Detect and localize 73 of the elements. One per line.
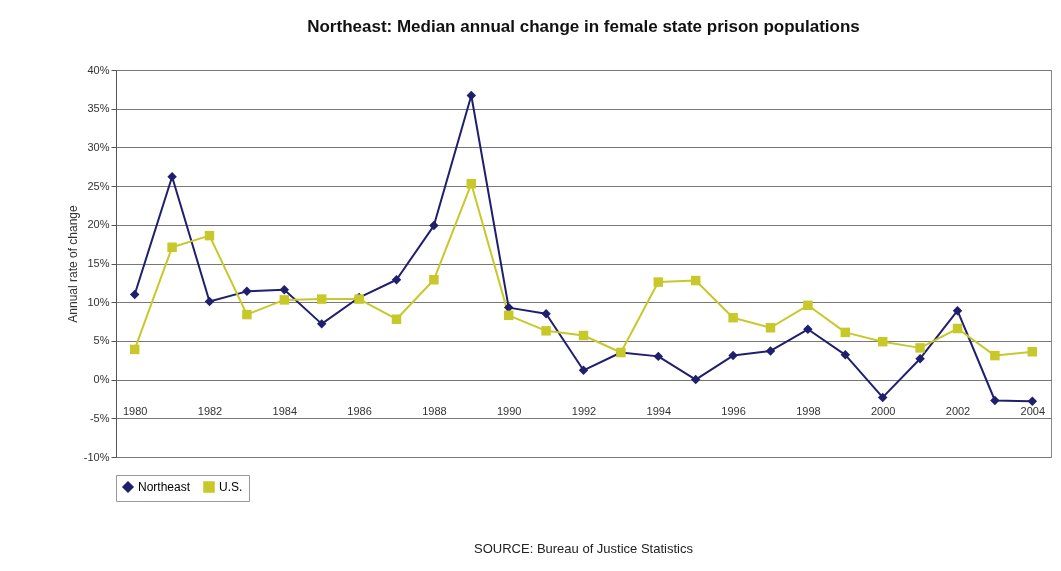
point: [541, 326, 551, 336]
y-tick-label: 30%: [87, 140, 110, 153]
y-tick-label: 0%: [93, 373, 110, 386]
point: [279, 285, 290, 295]
point: [840, 350, 851, 360]
point: [242, 309, 252, 320]
x-tick-label: 1984: [272, 405, 298, 418]
point: [690, 374, 701, 385]
point: [279, 295, 290, 305]
y-tick-label: 25%: [87, 179, 110, 192]
point: [503, 310, 514, 321]
point: [915, 353, 925, 364]
point: [129, 344, 140, 355]
point: [316, 319, 327, 329]
point: [728, 312, 738, 323]
point: [728, 350, 738, 361]
point: [167, 242, 177, 252]
point: [990, 350, 1000, 361]
y-tick-label: -10%: [83, 450, 110, 463]
point: [653, 277, 664, 287]
point: [803, 324, 813, 335]
point: [990, 395, 1000, 406]
legend-label: Northeast: [138, 480, 191, 494]
point: [952, 305, 963, 316]
point: [316, 294, 327, 304]
y-tick-label: 40%: [87, 63, 110, 76]
point: [391, 314, 402, 324]
point: [129, 289, 140, 300]
x-tick-label: 1980: [122, 405, 148, 418]
x-tick-label: 1994: [646, 405, 672, 418]
y-tick-label: 35%: [87, 102, 110, 115]
x-tick-label: 1986: [347, 405, 372, 418]
x-tick-label: 2000: [870, 405, 896, 418]
y-tick-label: 20%: [87, 218, 110, 231]
chart-title: Northeast: Median annual change in female state prison populations: [307, 17, 860, 36]
y-tick-label: -5%: [89, 411, 110, 424]
point: [429, 220, 439, 231]
point: [578, 330, 589, 341]
point: [765, 346, 776, 356]
x-tick-label: 1996: [721, 405, 746, 418]
point: [204, 230, 215, 241]
point: [690, 275, 701, 286]
point: [391, 275, 402, 285]
x-tick-label: 2002: [945, 405, 971, 418]
point: [242, 286, 252, 297]
point: [429, 275, 439, 285]
x-tick-label: 1982: [197, 405, 223, 418]
point: [167, 172, 177, 182]
point: [915, 343, 925, 353]
source-note: SOURCE: Bureau of Justice Statistics: [474, 541, 694, 556]
x-tick-label: 1990: [496, 405, 522, 418]
point: [204, 296, 215, 307]
point: [541, 309, 551, 319]
x-tick-label: 2004: [1020, 405, 1046, 418]
point: [1027, 396, 1038, 407]
point: [840, 327, 851, 338]
point: [653, 351, 664, 362]
point: [877, 336, 888, 347]
point: [877, 392, 888, 403]
point: [578, 365, 589, 376]
point: [765, 323, 776, 333]
point: [803, 300, 813, 311]
legend-label: U.S.: [219, 480, 243, 494]
x-tick-label: 1992: [571, 405, 597, 418]
point: [952, 323, 963, 334]
x-tick-label: 1988: [422, 405, 447, 418]
y-tick-label: 15%: [87, 257, 110, 269]
point: [1027, 346, 1038, 357]
point: [466, 179, 477, 189]
y-tick-label: 10%: [87, 295, 110, 308]
y-tick-label: 5%: [93, 334, 110, 347]
x-tick-label: 1998: [796, 405, 821, 418]
y-axis-title: Annual rate of change: [65, 204, 80, 323]
